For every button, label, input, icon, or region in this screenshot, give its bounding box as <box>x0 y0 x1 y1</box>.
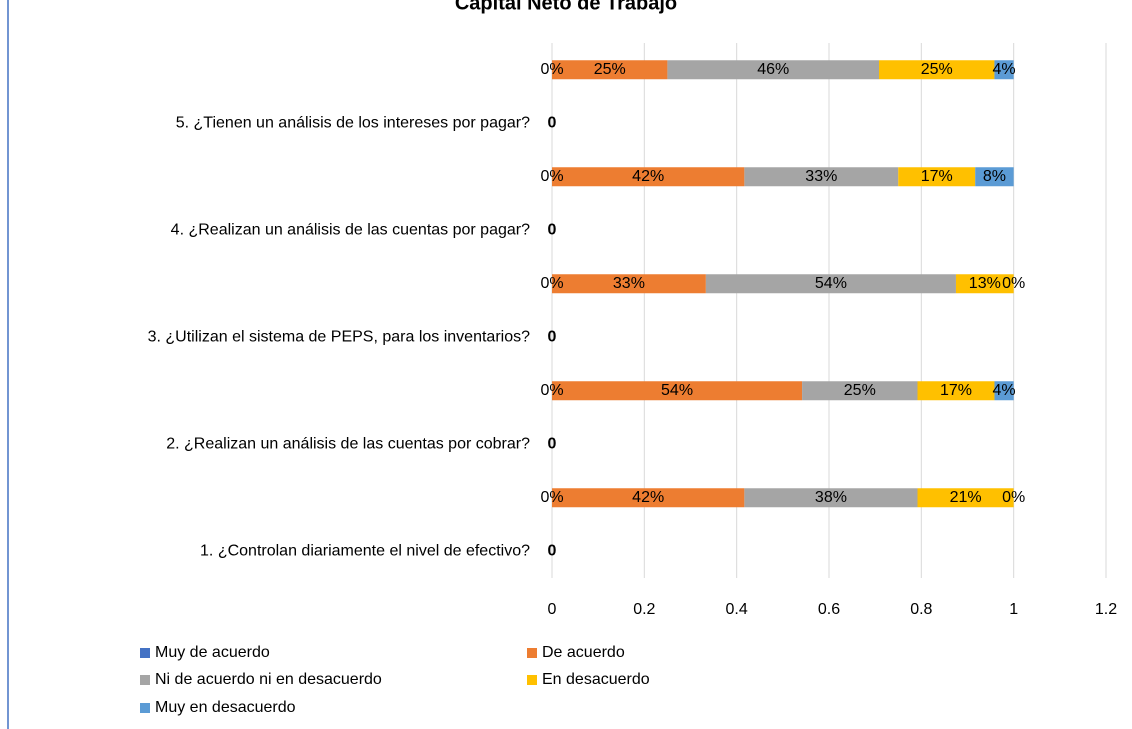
x-tick-label: 1.2 <box>1095 601 1117 618</box>
bar-segment <box>878 60 995 80</box>
data-label: 0% <box>540 275 563 292</box>
y-tick-label: 1. ¿Controlan diariamente el nivel de ef… <box>200 542 530 559</box>
data-label: 17% <box>940 382 972 399</box>
bar-segment <box>552 274 706 294</box>
data-label: 4% <box>992 61 1015 78</box>
x-tick-label: 0.2 <box>633 601 655 618</box>
bar-segment <box>917 381 995 401</box>
data-label: 0 <box>548 435 557 452</box>
y-tick-label: 5. ¿Tienen un análisis de los intereses … <box>176 114 530 131</box>
chart-title: Capital Neto de Trabajo <box>455 0 677 14</box>
bar-segment <box>898 167 976 187</box>
x-tick-label: 0.8 <box>910 601 932 618</box>
bar-segment <box>955 274 1014 294</box>
data-label: 21% <box>950 489 982 506</box>
legend-label: De acuerdo <box>542 644 625 661</box>
data-label: 33% <box>613 275 645 292</box>
bar-segment <box>802 381 918 401</box>
bar-segment <box>917 488 1014 508</box>
legend-swatch <box>527 675 537 685</box>
data-label: 0 <box>548 328 557 345</box>
bar-segment <box>744 167 899 187</box>
legend-swatch <box>140 703 150 713</box>
data-label: 0% <box>540 168 563 185</box>
bar-segment <box>667 60 879 80</box>
bar-segment <box>552 167 745 187</box>
legend-label: En desacuerdo <box>542 671 650 688</box>
legend-swatch <box>140 675 150 685</box>
data-label: 0% <box>540 489 563 506</box>
data-label: 17% <box>921 168 953 185</box>
data-label: 42% <box>632 168 664 185</box>
data-label: 54% <box>815 275 847 292</box>
bar-segment <box>994 381 1014 401</box>
y-tick-label: 3. ¿Utilizan el sistema de PEPS, para lo… <box>148 328 531 345</box>
bar-segment <box>552 488 745 508</box>
data-label: 0% <box>1002 275 1025 292</box>
data-label: 0% <box>540 382 563 399</box>
data-label: 4% <box>993 382 1016 399</box>
data-label: 0 <box>548 114 557 131</box>
legend-swatch <box>527 648 537 658</box>
data-label: 46% <box>757 61 789 78</box>
legend-label: Ni de acuerdo ni en desacuerdo <box>155 671 382 688</box>
data-label: 13% <box>969 275 1001 292</box>
data-label: 33% <box>805 168 837 185</box>
data-label: 25% <box>844 382 876 399</box>
y-tick-label: 2. ¿Realizan un análisis de las cuentas … <box>166 435 530 452</box>
x-tick-label: 0.6 <box>818 601 840 618</box>
bar-segment <box>552 381 803 401</box>
legend-label: Muy en desacuerdo <box>155 699 296 716</box>
data-label: 25% <box>594 61 626 78</box>
bar-segment <box>994 60 1014 80</box>
data-label: 0 <box>548 542 557 559</box>
x-tick-label: 0 <box>548 601 557 618</box>
bar-segment <box>552 60 668 80</box>
legend-swatch <box>140 648 150 658</box>
y-tick-label: 4. ¿Realizan un análisis de las cuentas … <box>171 221 530 238</box>
data-label: 0% <box>1002 489 1025 506</box>
data-label: 38% <box>815 489 847 506</box>
legend-label: Muy de acuerdo <box>155 644 270 661</box>
bar-segment <box>975 167 1014 187</box>
x-tick-label: 1 <box>1009 601 1018 618</box>
data-label: 25% <box>921 61 953 78</box>
data-label: 8% <box>983 168 1006 185</box>
bar-segment <box>705 274 956 294</box>
data-label: 0 <box>548 221 557 238</box>
data-label: 54% <box>661 382 693 399</box>
data-label: 0% <box>540 61 563 78</box>
x-tick-label: 0.4 <box>726 601 748 618</box>
data-label: 42% <box>632 489 664 506</box>
bar-segment <box>744 488 918 508</box>
